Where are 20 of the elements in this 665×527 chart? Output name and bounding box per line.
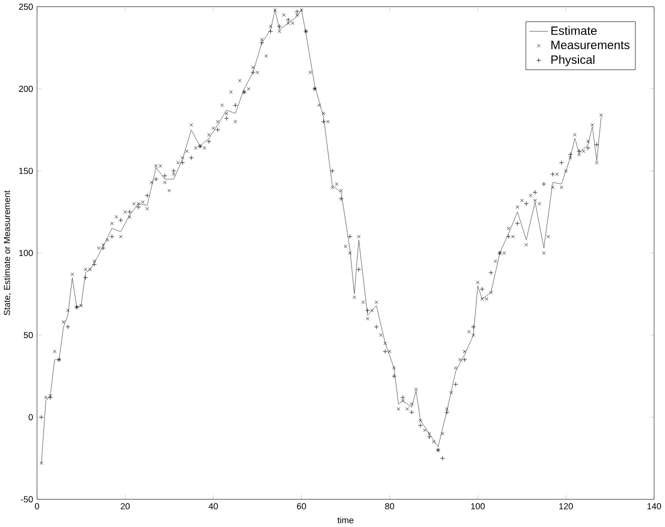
x-tick-label: 20 (120, 503, 130, 510)
y-tick-label: 50 (24, 332, 33, 338)
y-tick-label: 250 (19, 4, 33, 10)
legend-label: Measurements (551, 40, 630, 50)
legend-label: Estimate (551, 26, 597, 35)
y-tick-label: 150 (19, 168, 33, 174)
x-tick-label: 140 (647, 503, 662, 510)
x-tick-label: 0 (34, 503, 40, 510)
x-tick-label: 40 (208, 503, 218, 510)
legend-label: Physical (551, 55, 594, 66)
y-tick-label: 100 (19, 250, 33, 256)
x-tick-label: 120 (559, 503, 573, 510)
y-tick-label: -50 (20, 496, 33, 502)
x-tick-label: 80 (385, 503, 394, 510)
x-tick-label: 100 (471, 503, 485, 510)
x-tick-label: 60 (297, 503, 306, 510)
y-tick-label: 200 (19, 86, 33, 92)
y-axis-title: State, Estimate or Measurement (4, 190, 12, 316)
y-tick-label: 0 (28, 414, 33, 420)
x-axis-title: time (337, 516, 354, 524)
